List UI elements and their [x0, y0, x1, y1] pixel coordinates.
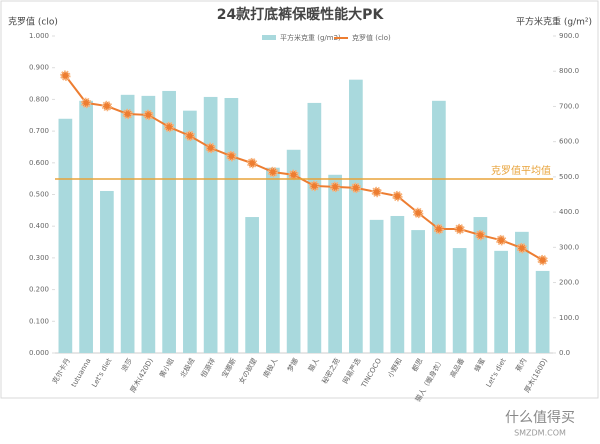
bar	[100, 190, 114, 353]
bar	[58, 118, 73, 354]
y2-tick-label: 400.0	[559, 208, 579, 216]
line-marker	[60, 70, 71, 81]
line-marker	[309, 180, 320, 192]
bar	[452, 248, 467, 353]
line-marker	[143, 109, 154, 121]
line-marker	[454, 223, 465, 235]
bar	[328, 174, 342, 353]
y-tick-label: 0.700	[29, 127, 49, 135]
bar	[245, 217, 259, 353]
y2-tick-label: 900.0	[559, 32, 579, 40]
line-marker	[288, 169, 299, 181]
bar	[183, 110, 197, 353]
line-marker	[122, 108, 133, 120]
line-marker	[163, 121, 175, 133]
line-marker	[392, 190, 403, 202]
y2-tick-label: 600.0	[559, 138, 579, 146]
line-marker	[80, 97, 92, 109]
bar	[390, 215, 405, 353]
y-tick-label: 0.100	[29, 317, 49, 325]
y-tick-label: 0.800	[29, 95, 49, 103]
legend-swatch	[262, 35, 276, 40]
y-tick-label: 0.000	[29, 349, 49, 357]
y-tick-label: 0.400	[29, 222, 49, 230]
bar	[473, 217, 488, 353]
legend-label: 平方米克重 (g/m2)	[280, 33, 341, 42]
bar	[515, 231, 529, 353]
line-marker	[205, 142, 216, 154]
watermark: 什么值得买	[505, 409, 575, 426]
y2-tick-label: 0.0	[559, 349, 570, 357]
bar	[369, 219, 384, 353]
y-tick-label: 1.000	[29, 32, 49, 40]
bar	[120, 94, 135, 354]
y2-axis-label: 平方米克重 (g/m²)	[516, 16, 592, 28]
y-tick-label: 0.500	[29, 191, 49, 199]
line-marker	[495, 234, 507, 246]
bar	[224, 97, 239, 353]
y2-tick-label: 800.0	[559, 67, 579, 75]
y2-tick-label: 700.0	[559, 102, 579, 110]
bar	[141, 95, 156, 353]
y-tick-label: 0.600	[29, 159, 49, 167]
legend-label: 克罗值 (clo)	[352, 33, 391, 42]
line-marker	[412, 207, 424, 219]
y2-tick-label: 100.0	[559, 314, 579, 322]
bar	[162, 90, 176, 354]
bar	[266, 167, 280, 353]
line-marker	[537, 254, 548, 266]
bar	[535, 270, 550, 353]
y-tick-label: 0.300	[29, 254, 49, 262]
bar	[349, 79, 363, 354]
line-marker	[226, 150, 237, 162]
bar	[411, 230, 425, 353]
line-marker	[475, 229, 486, 241]
y2-tick-label: 300.0	[559, 243, 579, 251]
line-marker	[350, 182, 362, 194]
bar	[203, 96, 218, 353]
y2-tick-label: 500.0	[559, 173, 579, 181]
y-tick-label: 0.900	[29, 64, 49, 72]
line-marker	[516, 242, 528, 254]
watermark-url: SMZDM.COM	[514, 429, 566, 438]
line-marker	[371, 186, 382, 198]
bar	[79, 100, 93, 353]
y2-tick-label: 200.0	[559, 279, 579, 287]
y-axis-label: 克罗值 (clo)	[8, 16, 58, 28]
y-tick-label: 0.200	[29, 286, 49, 294]
line-marker	[267, 166, 279, 178]
bar	[494, 250, 508, 353]
bar	[307, 102, 322, 353]
bar	[286, 149, 301, 353]
annotation: 克罗值平均值	[491, 164, 551, 177]
line-marker	[433, 223, 445, 235]
line-marker	[329, 181, 341, 193]
line-marker	[246, 157, 258, 169]
chart-title: 24款打底裤保暖性能大PK	[217, 6, 385, 23]
line-marker	[101, 100, 113, 112]
line-marker	[184, 130, 196, 142]
